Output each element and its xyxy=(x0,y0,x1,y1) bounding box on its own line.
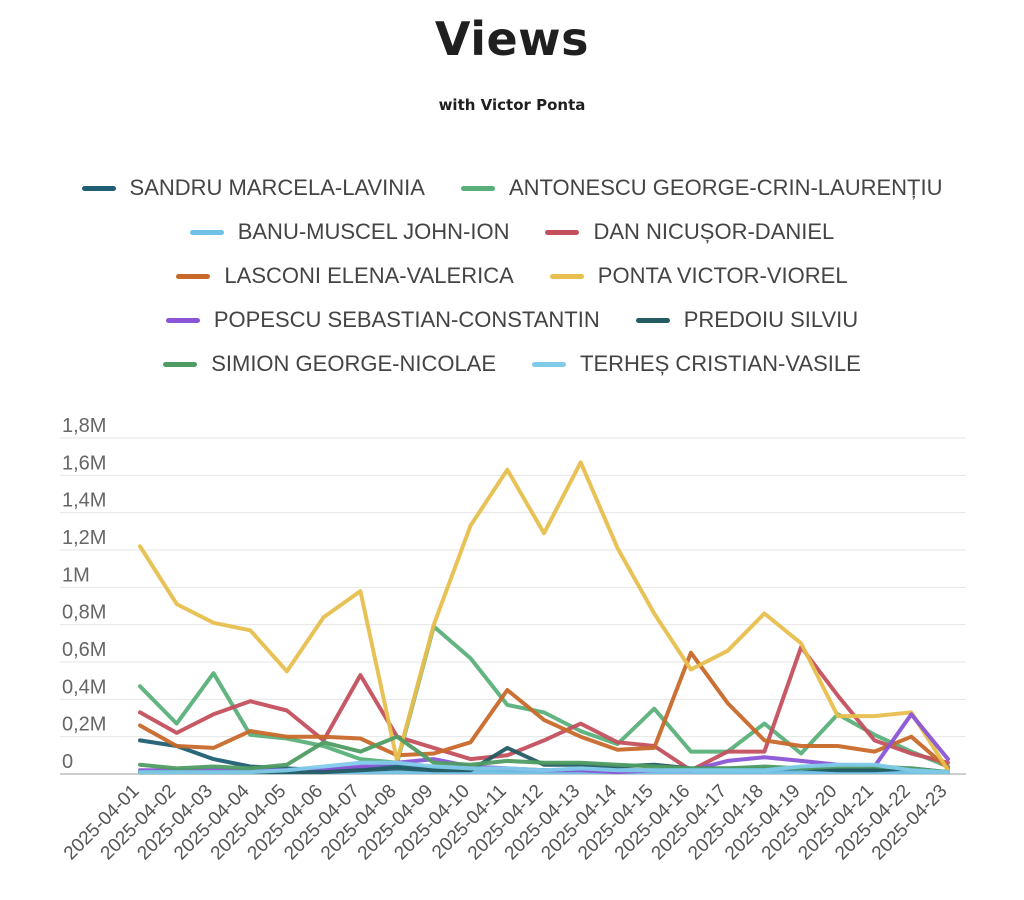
chart-subtitle: with Victor Ponta xyxy=(438,96,586,114)
legend-swatch xyxy=(460,185,495,191)
legend-swatch xyxy=(163,361,198,367)
legend-item[interactable]: POPESCU SEBASTIAN-CONSTANTIN xyxy=(165,298,600,342)
legend-swatch xyxy=(549,273,584,279)
legend-label: PREDOIU SILVIU xyxy=(683,307,859,332)
legend-label: POPESCU SEBASTIAN-CONSTANTIN xyxy=(213,307,600,332)
y-tick-label: 0,6M xyxy=(62,639,106,661)
legend: SANDRU MARCELA-LAVINIA ANTONESCU GEORGE-C… xyxy=(40,166,984,386)
y-tick-label: 1,8M xyxy=(62,415,106,437)
y-tick-label: 1,2M xyxy=(62,527,106,549)
y-tick-label: 0 xyxy=(62,751,73,773)
legend-item[interactable]: PREDOIU SILVIU xyxy=(635,298,859,342)
legend-label: DAN NICUȘOR-DANIEL xyxy=(593,219,835,244)
series-line xyxy=(138,645,950,773)
legend-swatch xyxy=(635,317,670,323)
legend-swatch xyxy=(81,185,116,191)
legend-swatch xyxy=(165,317,200,323)
legend-label: SIMION GEORGE-NICOLAE xyxy=(211,351,497,376)
legend-label: PONTA VICTOR-VIOREL xyxy=(597,263,848,288)
legend-item[interactable]: ANTONESCU GEORGE-CRIN-LAURENȚIU xyxy=(460,166,943,210)
series-line xyxy=(138,760,950,775)
y-tick-label: 0,4M xyxy=(62,676,106,698)
legend-swatch xyxy=(545,229,580,235)
legend-item[interactable]: PONTA VICTOR-VIOREL xyxy=(549,254,848,298)
legend-item[interactable]: DAN NICUȘOR-DANIEL xyxy=(545,210,834,254)
legend-swatch xyxy=(176,273,211,279)
legend-swatch xyxy=(532,361,567,367)
legend-item[interactable]: SANDRU MARCELA-LAVINIA xyxy=(81,166,425,210)
legend-label: ANTONESCU GEORGE-CRIN-LAURENȚIU xyxy=(508,175,943,200)
series-line xyxy=(138,650,950,771)
legend-label: SANDRU MARCELA-LAVINIA xyxy=(129,175,425,200)
legend-swatch xyxy=(189,229,224,235)
legend-item[interactable]: SIMION GEORGE-NICOLAE xyxy=(163,342,496,386)
series-line xyxy=(138,460,950,773)
y-tick-label: 1M xyxy=(62,564,90,586)
legend-item[interactable]: LASCONI ELENA-VALERICA xyxy=(176,254,514,298)
line-chart: 00,2M0,4M0,6M0,8M1M1,2M1,4M1,6M1,8M2025-… xyxy=(60,415,966,864)
series-line xyxy=(138,624,950,769)
y-tick-label: 0,2M xyxy=(62,714,106,736)
legend-item[interactable]: BANU-MUSCEL JOHN-ION xyxy=(189,210,510,254)
y-tick-label: 1,6M xyxy=(62,452,106,474)
chart-title: Views xyxy=(434,12,590,66)
legend-label: LASCONI ELENA-VALERICA xyxy=(224,263,514,288)
y-tick-label: 0,8M xyxy=(62,602,106,624)
y-tick-label: 1,4M xyxy=(62,490,106,512)
legend-label: TERHEȘ CRISTIAN-VASILE xyxy=(580,351,861,376)
legend-item[interactable]: TERHEȘ CRISTIAN-VASILE xyxy=(532,342,861,386)
legend-label: BANU-MUSCEL JOHN-ION xyxy=(237,219,510,244)
